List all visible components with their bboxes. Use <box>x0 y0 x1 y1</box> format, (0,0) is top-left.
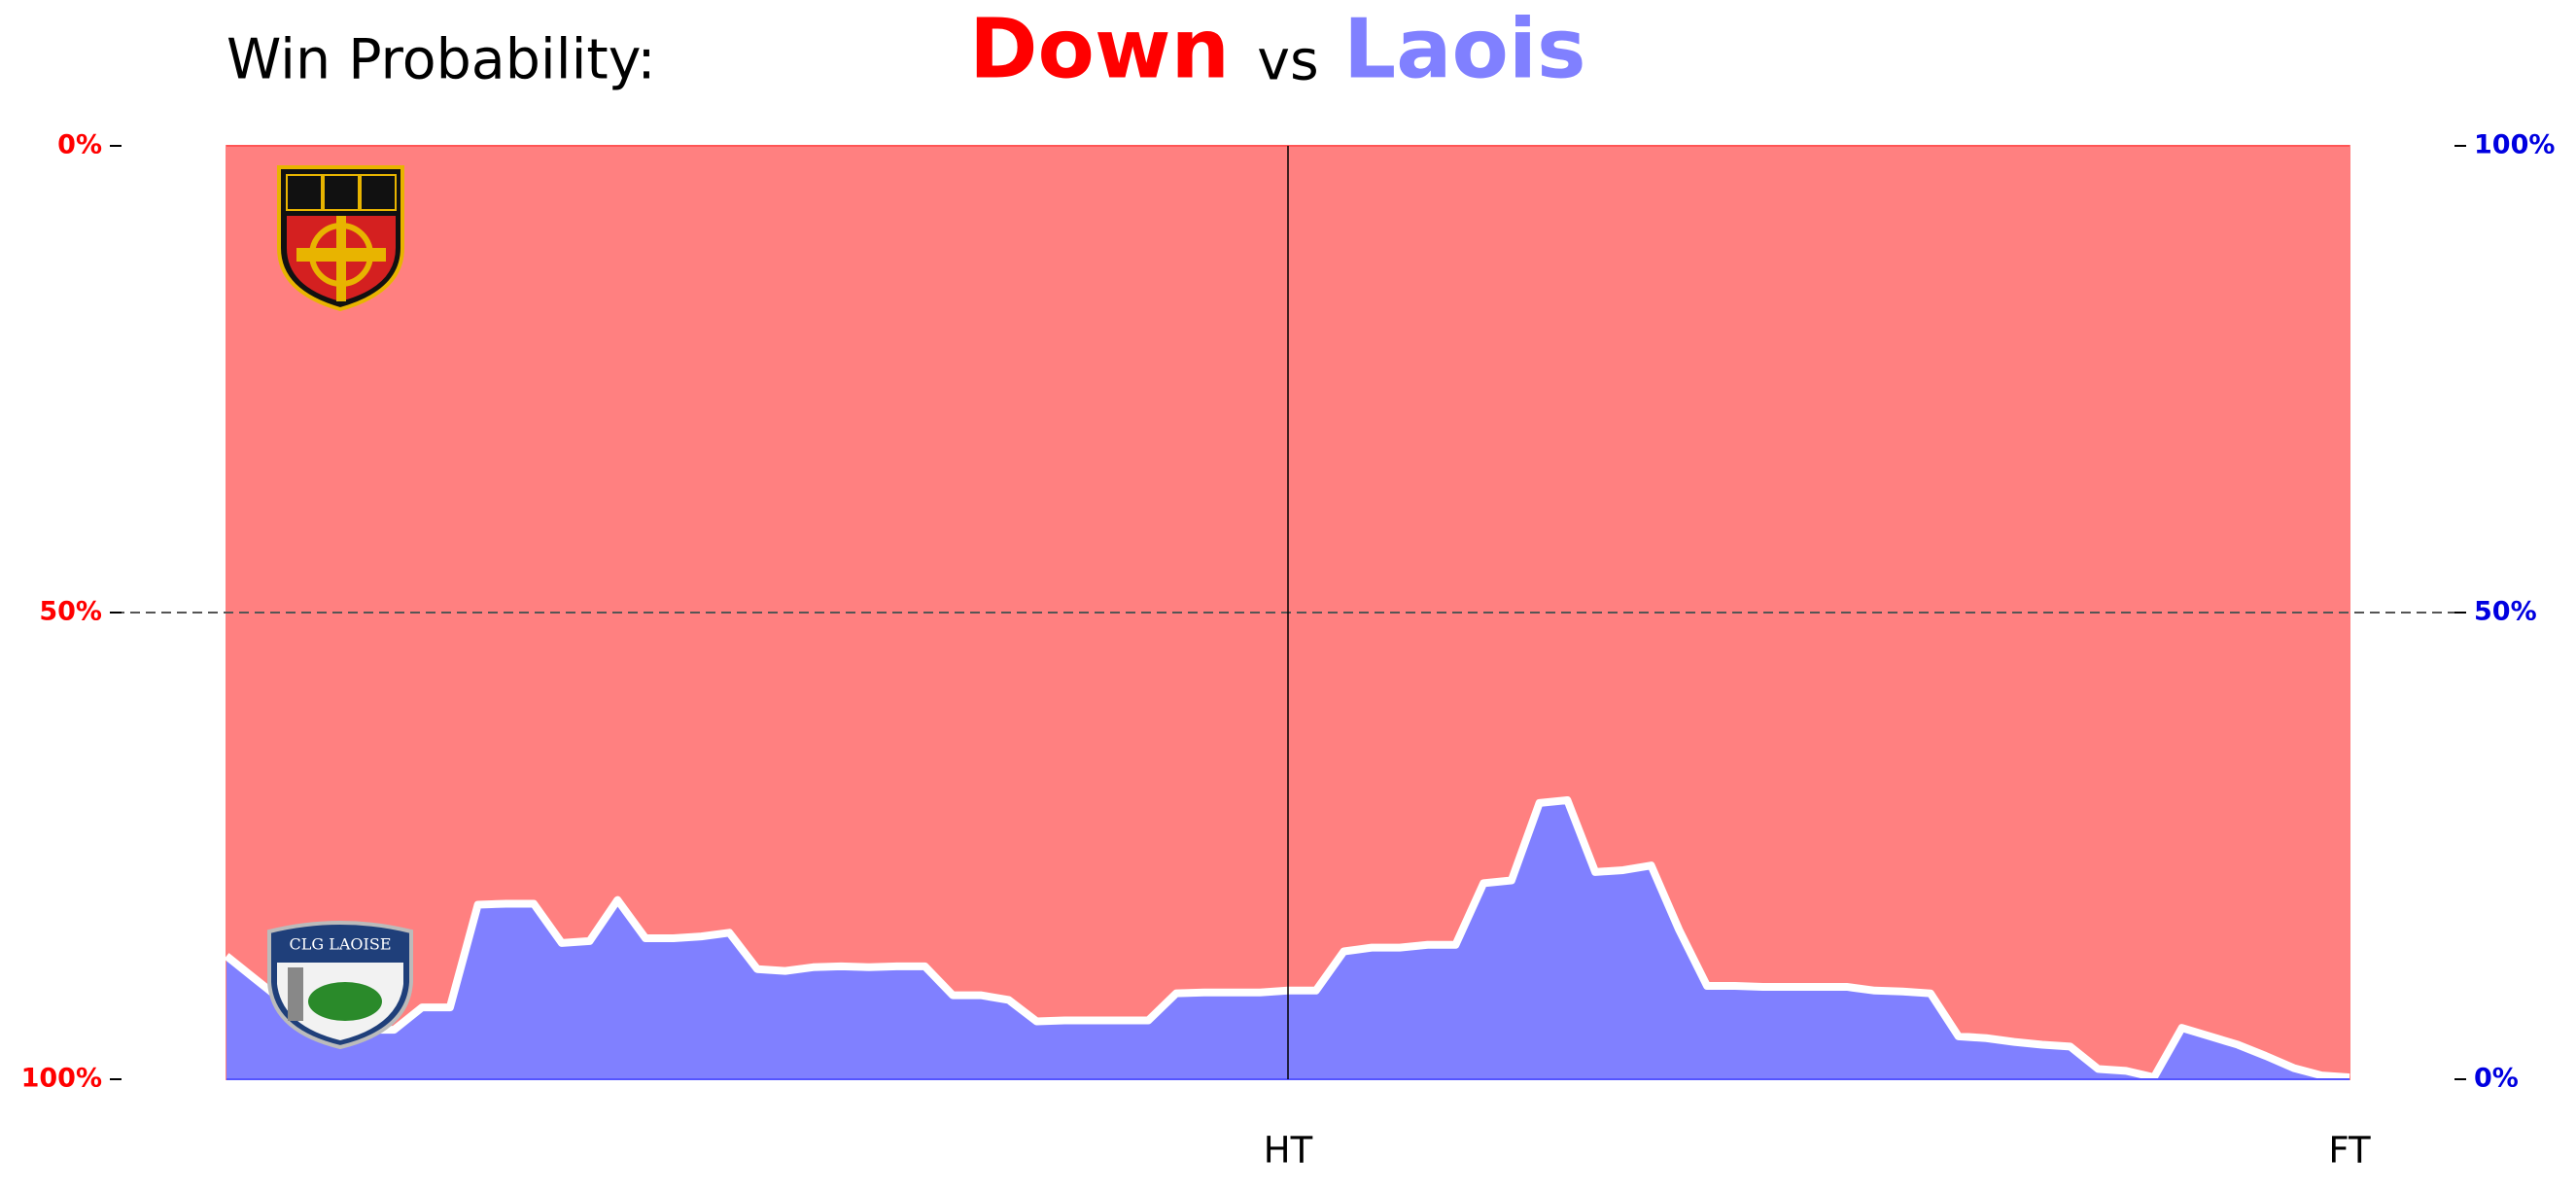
y2-tick-label: 50% <box>2474 597 2537 627</box>
chart-title: Win Probability: <box>226 28 656 92</box>
home-team: Down <box>969 1 1230 97</box>
plot-area: 0% 50% 100% 100% 50% 0% HT FT <box>21 130 2556 1172</box>
versus: vs <box>1257 29 1318 93</box>
down-crest <box>277 165 404 312</box>
y2-tick-label: 100% <box>2474 130 2555 160</box>
y-tick-label: 0% <box>57 130 102 160</box>
y2-tick-label: 0% <box>2474 1064 2519 1094</box>
y-tick-label: 50% <box>39 597 102 627</box>
laois-crest: CLG LAOISE <box>267 921 413 1050</box>
svg-text:CLG LAOISE: CLG LAOISE <box>290 935 392 954</box>
x-tick-label: FT <box>2328 1130 2371 1172</box>
logos: CLG LAOISE <box>267 165 413 1050</box>
win-line <box>224 795 2350 1082</box>
away-area <box>226 799 2350 1079</box>
away-team: Laois <box>1343 1 1586 97</box>
y-tick-label: 100% <box>21 1064 102 1094</box>
x-tick-label: HT <box>1264 1130 1313 1172</box>
